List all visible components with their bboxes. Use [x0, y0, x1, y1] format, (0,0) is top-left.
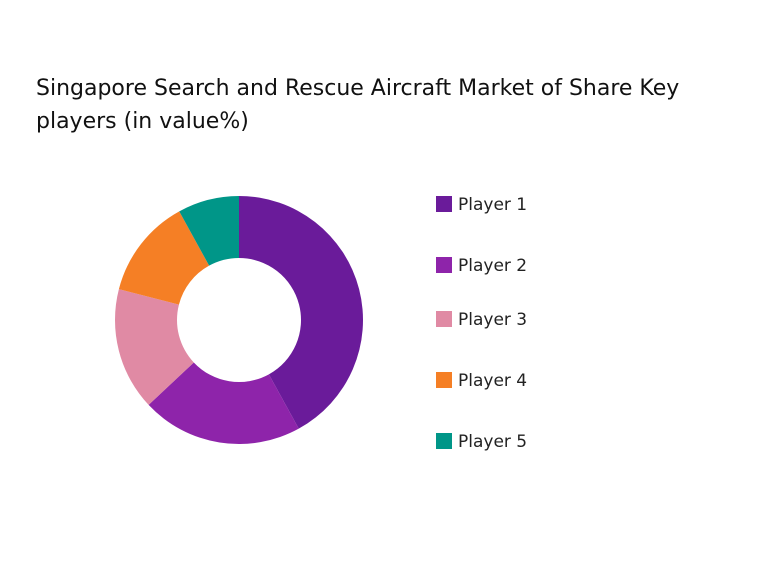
legend-label: Player 1: [458, 195, 527, 215]
legend-label: Player 5: [458, 432, 527, 452]
donut-slice: [148, 362, 299, 444]
donut-slice: [118, 211, 210, 305]
donut-slice: [239, 196, 363, 429]
chart-title: Singapore Search and Rescue Aircraft Mar…: [36, 76, 680, 134]
legend-label: Player 4: [458, 371, 527, 391]
donut-slice: [115, 289, 194, 405]
legend-label: Player 2: [458, 256, 527, 276]
legend-swatch: [436, 372, 452, 388]
legend-label: Player 3: [458, 310, 527, 330]
donut-slice: [179, 196, 239, 266]
legend-swatch: [436, 433, 452, 449]
legend-swatch: [436, 196, 452, 212]
legend-swatch: [436, 311, 452, 327]
legend-swatch: [436, 257, 452, 273]
